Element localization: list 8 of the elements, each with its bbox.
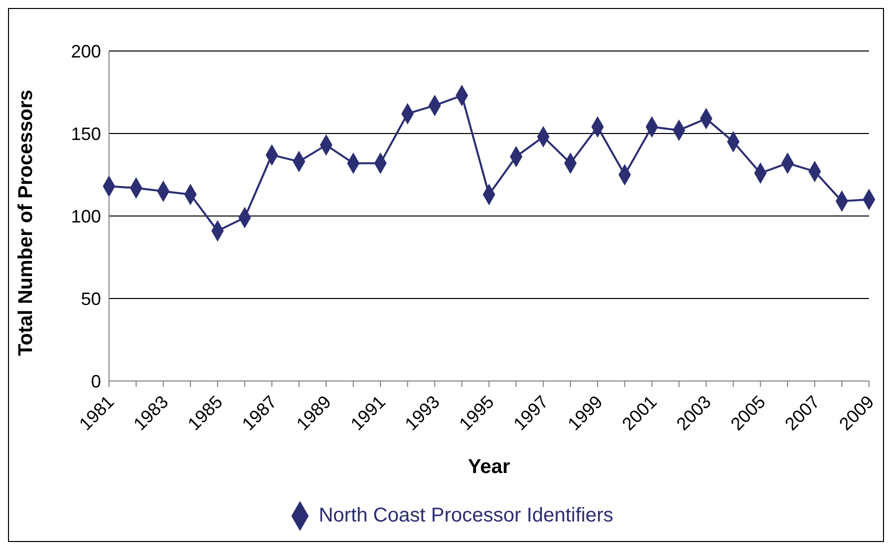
y-tick-label: 200 (70, 41, 101, 62)
x-axis-title: Year (468, 456, 510, 478)
y-axis-title: Total Number of Processors (15, 90, 38, 356)
y-tick-label: 100 (70, 206, 101, 226)
y-tick-label: 50 (80, 288, 101, 309)
y-tick-label: 150 (70, 124, 101, 144)
y-tick-label: 0 (90, 371, 101, 392)
legend-label: North Coast Processor Identifiers (318, 504, 614, 526)
